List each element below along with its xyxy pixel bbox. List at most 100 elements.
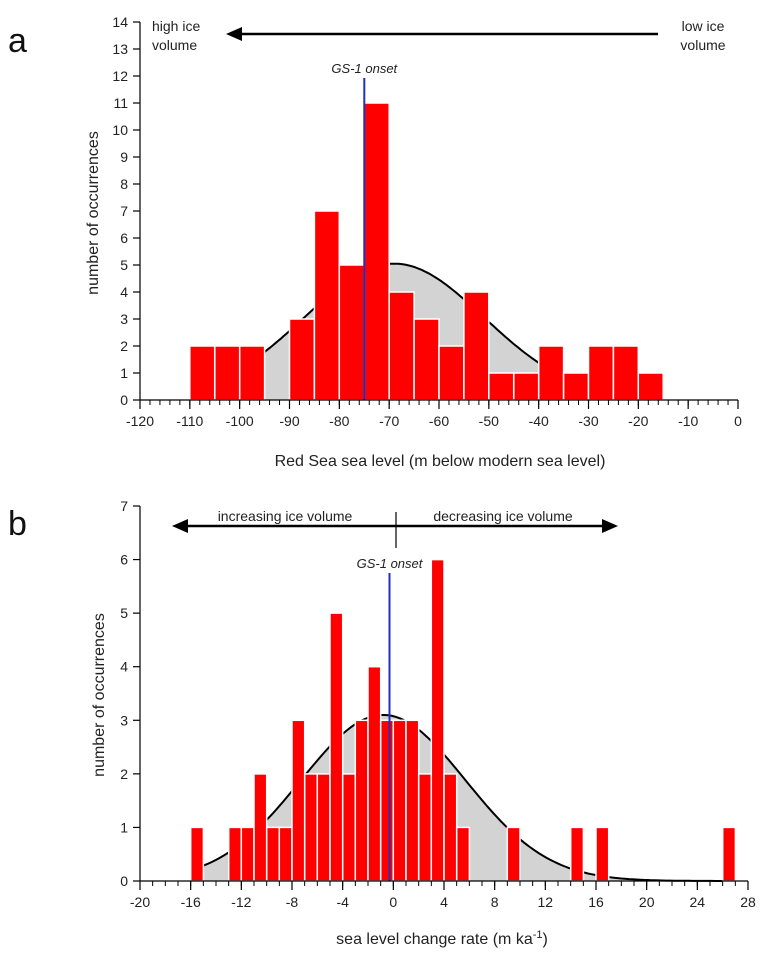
panel-a-high-ice-line2: volume [152,37,197,53]
panel-b-letter: b [8,505,27,543]
panel-b-bar [455,826,471,882]
panel-a-y-tick-label: 1 [120,365,128,381]
panel-a: a high ice volume low ice volume GS-1 on… [8,14,742,470]
panel-a-y-tick-label: 3 [120,311,128,327]
panel-b-bar [595,826,610,882]
panel-b-x-tick-label: 24 [690,894,706,910]
panel-a-y-tick-label: 7 [120,203,128,219]
panel-a-x-tick-label: -20 [628,413,648,429]
panel-a-x-tick-label: -60 [429,413,449,429]
panel-b-bar [430,558,445,882]
panel-b-bars [189,558,737,882]
panel-b-ice-volume-arrow [172,512,618,548]
panel-b-y-tick-label: 2 [120,766,128,782]
panel-b-x-tick-label: -8 [286,894,299,910]
panel-b-x-tick-label: 12 [538,894,554,910]
panel-a-y-tick-label: 0 [120,392,128,408]
panel-a-x-tick-label: -30 [578,413,598,429]
panel-a-x-tick-label: -80 [329,413,349,429]
panel-a-gs1-marker: GS-1 onset [331,61,399,400]
panel-a-y-tick-label: 13 [112,41,128,57]
panel-a-axes: -120 -110 -100 -90 -80 -70 -60 -50 -40 -30 -20 -10 0… [112,14,742,429]
panel-b-bar [405,719,420,882]
panel-b-bar [354,719,369,882]
panel-a-x-tick-label: -50 [479,413,499,429]
panel-b-x-tick-label: 16 [588,894,604,910]
panel-a-high-ice-line1: high ice [152,18,200,34]
panel-a-x-tick-label: -70 [379,413,399,429]
panel-b-y-tick-label: 1 [120,819,128,835]
panel-a-y-tick-label: 8 [120,176,128,192]
panel-a-bar [189,345,216,401]
panel-b-fit-curve [196,714,723,882]
panel-b-gs1-onset-label: GS-1 onset [357,556,424,571]
panel-b-decreasing-ice-label: decreasing ice volume [433,508,573,524]
panel-a-bar [338,264,365,401]
panel-b-bar [316,773,331,882]
panel-a-bar [238,345,266,401]
panel-b-bar [367,665,382,882]
panel-a-gs1-onset-label: GS-1 onset [331,61,398,76]
panel-b-arrow-head-right [602,519,618,533]
panel-a-y-tick-label: 2 [120,338,128,354]
panel-a-y-tick-label: 6 [120,230,128,246]
panel-b-x-axis-title: sea level change rate (m ka-1) [336,929,548,948]
panel-b-bar [721,826,737,882]
panel-a-y-tick-label: 9 [120,149,128,165]
panel-b-bar [303,773,319,882]
panel-a-bar [413,318,440,401]
panel-a-fit-curve [224,262,599,391]
panel-b-y-tick-label: 7 [120,498,128,514]
panel-b-x-tick-label: 20 [639,894,655,910]
panel-a-low-ice-line1: low ice [682,18,725,34]
panel-a-bar [463,291,490,401]
panel-a-x-tick-label: -40 [529,413,549,429]
panel-a-x-tick-label: 0 [734,413,742,429]
panel-a-bar [214,345,241,401]
panel-a-x-tick-label: -120 [126,413,154,429]
panel-a-y-tick-label: 12 [112,68,128,84]
panel-b-x-tick-label: -16 [181,894,201,910]
panel-a-y-tick-label: 5 [120,257,128,273]
panel-a-x-axis-title: Red Sea sea level (m below modern sea le… [275,453,606,470]
panel-a-bar [513,372,540,401]
panel-b-bar [227,826,243,882]
panel-b-bar [379,719,395,882]
panel-b-y-axis-title: number of occurrences [91,613,108,777]
panel-b-bar [341,773,357,882]
panel-b-arrow-head-left [172,519,188,533]
panel-a-bar [587,345,615,401]
panel-b-increasing-ice-label: increasing ice volume [218,508,353,524]
panel-b-bar [443,773,458,882]
panel-b-bar [189,826,205,882]
panel-b-x-tick-label: -12 [231,894,251,910]
panel-b-gs1-marker: GS-1 onset [357,556,424,881]
panel-a-bar [288,318,316,401]
panel-b-x-tick-label: 4 [440,894,448,910]
panel-b-x-axis-title-main: sea level change rate (m ka [336,931,533,948]
panel-b-y-tick-label: 5 [120,605,128,621]
panel-a-x-tick-label: -110 [176,413,203,429]
panel-b-x-axis-title-close: ) [543,931,548,948]
panel-a-bar [537,345,565,401]
panel-b-bar [329,612,344,882]
panel-a-ice-volume-arrow [226,27,658,41]
panel-a-low-ice-line2: volume [680,37,725,53]
panel-a-bar [637,372,664,401]
panel-b-y-tick-label: 3 [120,712,128,728]
panel-a-y-tick-label: 10 [112,122,128,138]
panel-b-y-tick-label: 4 [120,659,128,675]
panel-b-bar [417,773,433,882]
panel-a-y-tick-label: 4 [120,284,128,300]
panel-a-letter: a [8,22,27,60]
panel-b: b increasing ice volume decreasing ice v… [8,498,756,948]
panel-b-y-tick-label: 6 [120,552,128,568]
panel-a-bar [363,102,390,401]
panel-a-x-tick-label: -100 [226,413,254,429]
panel-a-x-tick-label: -10 [678,413,698,429]
panel-b-x-tick-label: -4 [336,894,349,910]
panel-b-bar [240,826,255,882]
panel-a-bar [562,372,590,401]
